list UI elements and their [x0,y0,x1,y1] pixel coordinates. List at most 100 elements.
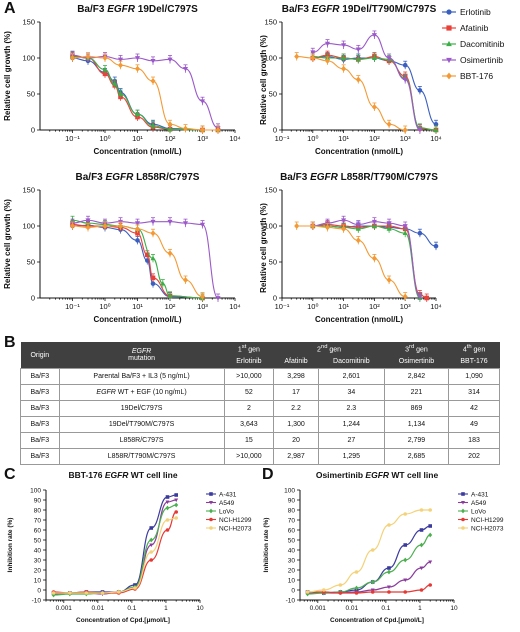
data-point [387,566,391,570]
legend-marker [461,517,465,522]
data-point [167,126,173,132]
y-tick-label: -10 [286,598,296,605]
data-point [402,127,408,133]
y-tick-label: -10 [32,598,42,605]
data-point [85,224,91,231]
data-point [387,523,391,527]
data-point [341,218,347,223]
data-point [428,508,433,512]
data-point [370,590,375,594]
data-point [403,543,408,547]
data-point [338,591,343,595]
data-point [199,222,206,228]
legend-item: NCI-H1299 [458,517,504,524]
table-row: Ba/F3 19Del/T790M/C797S 3,643 1,300 1,244 1,1… [20,416,500,433]
data-point [116,590,121,594]
header-gen-1: 1st gen [224,342,274,355]
data-point [386,221,392,226]
header-mutation-em: EGFR [131,348,152,355]
x-tick-label: 10³ [400,134,411,143]
legend-marker [461,492,465,496]
data-point [165,528,170,532]
series-erlotinib [310,52,439,129]
data-point [165,505,170,511]
data-point [134,56,141,61]
table-header-row-drugs: Erlotinib Afatinib Dacomitinib Osimertin… [21,355,500,369]
cell-ic50: 1,300 [273,416,319,433]
data-point [324,224,331,231]
series-line [53,499,177,595]
legend-label: NCI-H2073 [471,525,504,532]
x-tick-label: 10⁰ [99,134,110,143]
chart-a-19del-t790m-c797s: Ba/F3 EGFR 19Del/T790M/C797S 0 50 100 150 10⁻… [260,4,505,156]
x-tick-label: 10 [450,605,458,612]
gen-sup: th [466,343,472,350]
data-point [402,230,408,236]
series-osimertinib [310,215,423,301]
cell-ic50: 3,298 [273,368,319,385]
series-nci-h2073 [51,516,179,595]
cell-ic50: 202 [448,448,500,465]
data-point [386,569,391,575]
chart-a-l858r-t790m-c797s: Ba/F3 EGFR L858R/T790M/C797S 0 50 100 150 10⁻… [260,172,442,324]
data-point [403,590,408,594]
data-point [341,65,347,72]
x-tick-label: 10⁰ [99,302,110,311]
data-point [150,230,156,237]
gen-num: 2 [317,346,321,354]
x-tick-label: 10⁻¹ [65,302,80,311]
y-tick-label: 30 [288,558,296,565]
chart-title: Ba/F3 EGFR L858R/T790M/C797S [280,172,438,183]
data-point [310,50,316,55]
legend-item: A549 [206,500,235,507]
series-a-431 [305,524,433,595]
data-point [403,512,408,516]
y-tick-label: 70 [288,518,296,525]
legend-marker [461,501,465,505]
y-tick-label: 20 [288,568,296,575]
data-point [419,588,424,592]
data-point [69,223,76,229]
data-point [403,557,408,563]
cell-ic50: 15 [223,432,275,449]
cell-mutation-text: 19Del/T790M/C797S [108,421,175,428]
data-point [150,122,156,128]
x-tick-label: 10¹ [338,134,349,143]
cell-ic50: 20 [273,432,319,449]
y-tick-label: 150 [264,18,277,27]
y-tick-label: 150 [22,186,35,195]
series-osimertinib [310,30,423,134]
table-row: Ba/F3 19Del/C797S 2 2.2 2.3 869 42 [20,400,500,417]
x-tick-label: 1 [418,605,422,612]
y-tick-label: 0 [291,588,295,595]
data-point [167,219,173,225]
data-point [355,76,361,83]
legend-item: A-431 [458,491,489,498]
data-point [402,77,408,83]
header-gen-4: 4th gen [448,342,500,355]
cell-ic50: 52 [223,384,275,401]
series-line [312,219,421,298]
y-tick-label: 10 [288,578,296,585]
data-point [102,66,108,72]
cell-mutation-text: 19Del/C797S [120,405,163,412]
series-dacomitinib [310,52,439,134]
ic50-table: Origin EGFR mutation 1st gen 2nd gen 3rd… [20,342,500,465]
data-point [135,230,140,236]
data-point [310,223,316,229]
x-tick-label: 10⁴ [430,134,442,143]
cell-mutation-text: L858R/T790M/C797S [107,453,176,460]
legend-marker [446,9,452,15]
series-afatinib [310,220,430,302]
legend-marker [446,72,452,80]
series-line [307,584,431,594]
series-line [312,34,421,131]
data-point [341,225,347,232]
data-point [102,223,108,229]
data-point [433,243,439,249]
data-point [134,65,141,72]
data-point [428,524,433,528]
cell-mutation: EGFR WT + EGF (10 ng/mL) [58,384,225,401]
data-point [355,222,361,228]
